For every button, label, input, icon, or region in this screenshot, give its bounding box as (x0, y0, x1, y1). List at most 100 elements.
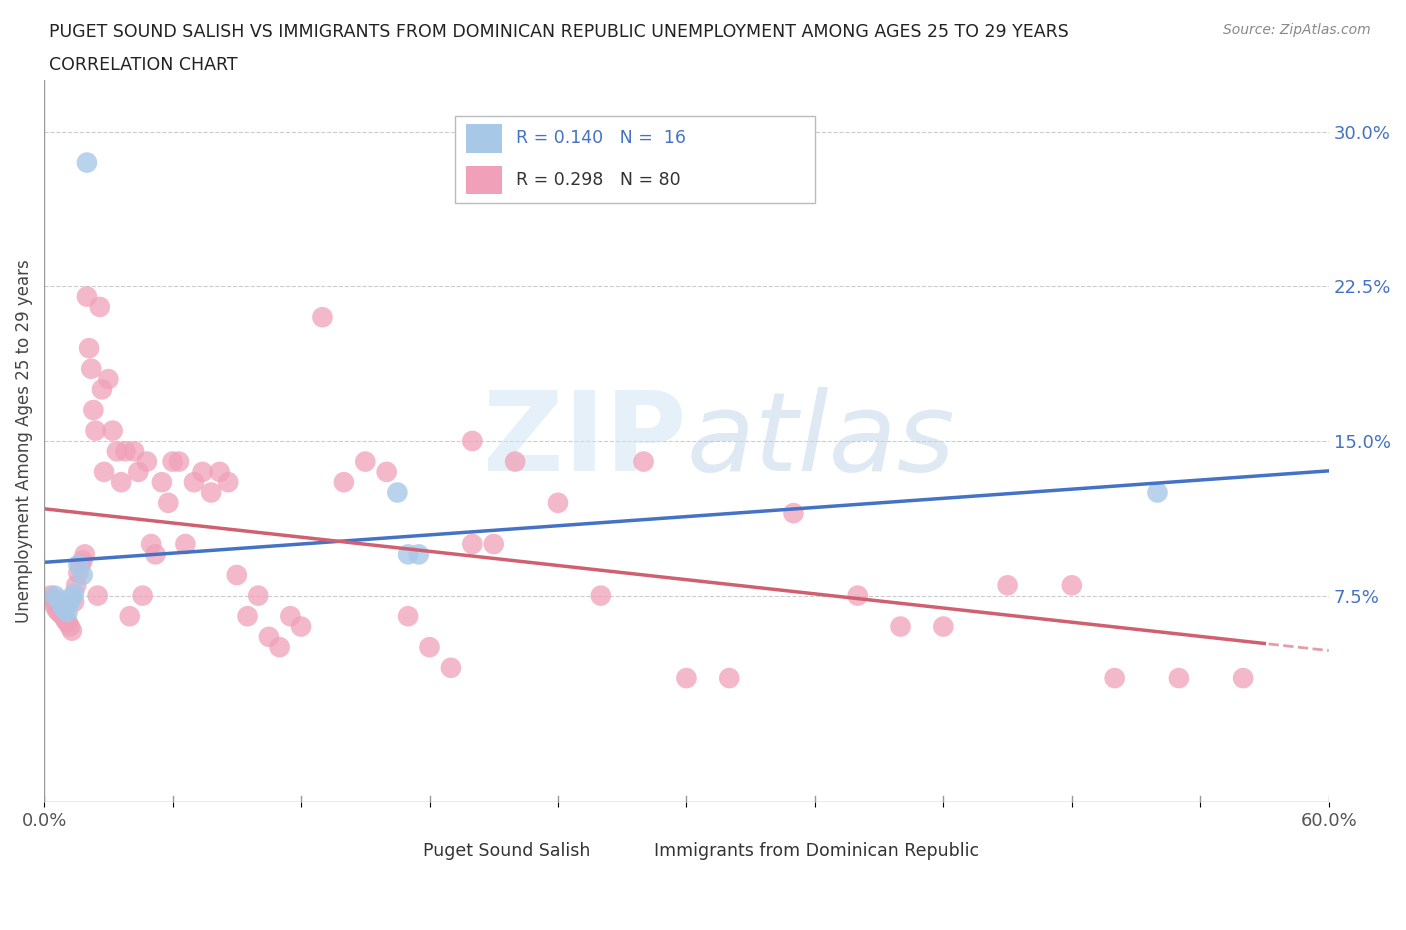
Point (48, 592, 70, 607)
Point (141, 537, 163, 551)
Point (55, 603, 77, 618)
Point (56, 604, 79, 619)
Point (55, 613, 77, 628)
Point (52, 601, 75, 616)
Point (72, 567, 94, 582)
Point (72, 553, 94, 568)
Point (82, 403, 104, 418)
Point (131, 588, 153, 603)
Point (101, 423, 124, 438)
Point (387, 485, 409, 500)
Point (633, 454, 655, 469)
Point (65, 578, 87, 592)
Point (60, 591, 83, 605)
Point (208, 464, 231, 479)
Point (162, 454, 184, 469)
Point (547, 496, 569, 511)
Point (46, 603, 69, 618)
Point (90, 382, 112, 397)
Text: CORRELATION CHART: CORRELATION CHART (49, 56, 238, 73)
Point (41, 592, 63, 607)
Point (1104, 671, 1126, 685)
Point (1060, 578, 1083, 592)
Point (63, 594, 86, 609)
Point (114, 444, 136, 458)
Point (440, 660, 463, 675)
Point (354, 454, 377, 469)
Point (60, 623, 83, 638)
Point (67, 565, 90, 580)
Point (408, 547, 430, 562)
Point (503, 454, 526, 469)
Point (1146, 485, 1168, 500)
Point (225, 567, 247, 582)
Point (89, 299, 111, 314)
Point (1167, 671, 1189, 685)
Point (122, 444, 145, 458)
Text: PUGET SOUND SALISH VS IMMIGRANTS FROM DOMINICAN REPUBLIC UNEMPLOYMENT AMONG AGES: PUGET SOUND SALISH VS IMMIGRANTS FROM DO… (49, 23, 1069, 41)
Point (86, 588, 108, 603)
Point (200, 485, 222, 500)
Point (127, 464, 149, 479)
Text: Immigrants from Dominican Republic: Immigrants from Dominican Republic (654, 842, 980, 859)
Point (51, 606, 73, 621)
Point (333, 474, 356, 489)
Point (997, 578, 1019, 592)
Point (890, 619, 912, 634)
Text: Source: ZipAtlas.com: Source: ZipAtlas.com (1223, 23, 1371, 37)
Point (77, 340, 100, 355)
Point (135, 454, 157, 469)
Point (44, 599, 66, 614)
Point (39, 588, 62, 603)
Point (44, 588, 66, 603)
Point (97, 372, 120, 387)
Point (278, 609, 301, 624)
Point (56, 615, 79, 630)
Point (236, 609, 259, 624)
Text: ZIP: ZIP (484, 388, 686, 495)
Point (157, 496, 180, 511)
Point (80, 362, 103, 377)
Point (76, 155, 98, 170)
Point (59, 619, 82, 634)
Point (311, 310, 333, 325)
Point (418, 640, 440, 655)
Point (183, 474, 205, 489)
Point (247, 588, 270, 603)
Text: atlas: atlas (686, 388, 955, 495)
Point (461, 537, 484, 551)
Point (84, 423, 107, 438)
Point (461, 433, 484, 448)
Point (217, 474, 239, 489)
Point (150, 474, 173, 489)
Point (63, 586, 86, 601)
Point (257, 630, 280, 644)
Point (93, 464, 115, 479)
Point (76, 289, 98, 304)
Point (782, 506, 804, 521)
Point (118, 609, 141, 624)
Point (290, 619, 312, 634)
Point (191, 464, 214, 479)
Point (375, 464, 398, 479)
Point (396, 547, 419, 562)
Point (718, 671, 741, 685)
Point (48, 604, 70, 619)
Text: Puget Sound Salish: Puget Sound Salish (423, 842, 591, 859)
Point (932, 619, 955, 634)
Point (589, 588, 612, 603)
Y-axis label: Unemployment Among Ages 25 to 29 years: Unemployment Among Ages 25 to 29 years (15, 259, 32, 623)
Point (51, 596, 73, 611)
Point (59, 594, 82, 609)
Point (67, 557, 90, 572)
Point (846, 588, 869, 603)
Point (675, 671, 697, 685)
Point (167, 454, 190, 469)
Point (73, 547, 96, 562)
Point (52, 609, 75, 624)
Point (105, 444, 128, 458)
Point (396, 609, 419, 624)
Point (269, 640, 291, 655)
Point (482, 537, 505, 551)
Point (110, 474, 132, 489)
